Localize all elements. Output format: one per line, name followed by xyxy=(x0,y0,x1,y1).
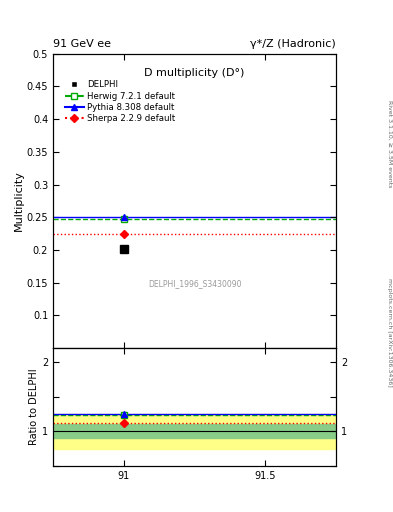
Bar xyxy=(53,414,336,449)
Legend: DELPHI, Herwig 7.2.1 default, Pythia 8.308 default, Sherpa 2.2.9 default: DELPHI, Herwig 7.2.1 default, Pythia 8.3… xyxy=(63,79,177,124)
Text: mcplots.cern.ch [arXiv:1306.3436]: mcplots.cern.ch [arXiv:1306.3436] xyxy=(387,279,392,387)
Text: DELPHI_1996_S3430090: DELPHI_1996_S3430090 xyxy=(148,279,241,288)
Text: Rivet 3.1.10, ≥ 3.5M events: Rivet 3.1.10, ≥ 3.5M events xyxy=(387,100,392,187)
Y-axis label: Ratio to DELPHI: Ratio to DELPHI xyxy=(29,369,39,445)
Text: γ*/Z (Hadronic): γ*/Z (Hadronic) xyxy=(250,38,336,49)
Bar xyxy=(53,424,336,438)
Text: 91 GeV ee: 91 GeV ee xyxy=(53,38,111,49)
Text: D multiplicity (D°): D multiplicity (D°) xyxy=(144,69,245,78)
Y-axis label: Multiplicity: Multiplicity xyxy=(14,170,24,231)
